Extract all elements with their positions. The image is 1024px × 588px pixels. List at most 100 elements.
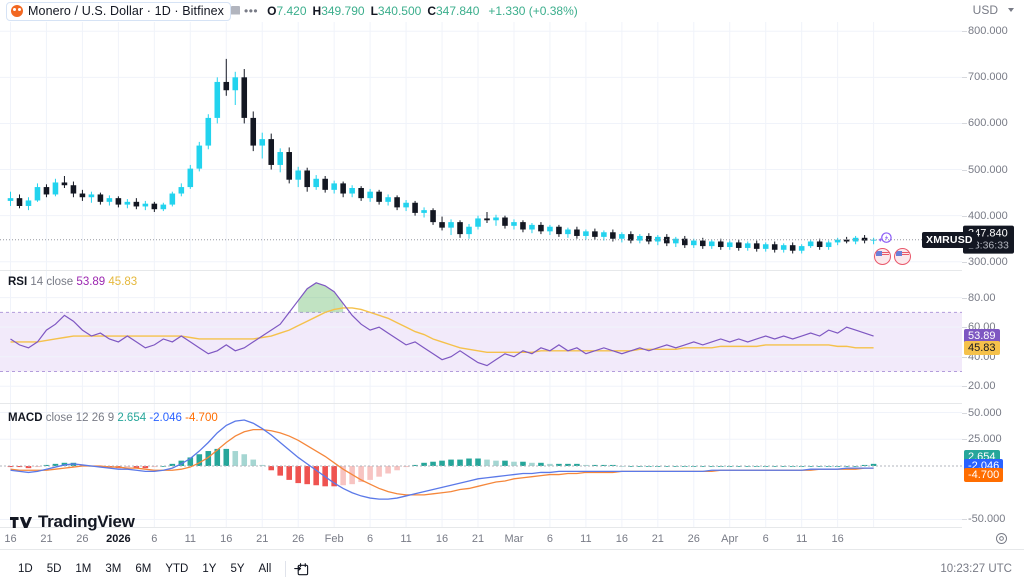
time-axis-label: 11 (400, 533, 412, 545)
open-value: 7.420 (276, 4, 307, 18)
time-axis-label: 21 (256, 533, 269, 545)
low-value: 340.500 (377, 4, 422, 18)
axis-tick (962, 123, 967, 125)
time-axis[interactable]: 16 11 6 Apr 26 21 16 11 6 Mar 21 16 11 6 Feb 26 21 16 11 6 2… (0, 528, 1024, 550)
rsi-axis-label: 20.00 (968, 380, 996, 393)
open-label: O (267, 4, 277, 18)
chart-header: Monero / U.S. Dollar · 1D · Bitfinex •••… (0, 0, 1024, 22)
time-axis-label: 11 (184, 533, 197, 545)
high-value: 349.790 (321, 4, 365, 18)
range-button-6m[interactable]: 6M (135, 563, 152, 575)
currency-label: USD (972, 3, 998, 17)
rsi-chart (0, 271, 962, 403)
range-button-1d[interactable]: 1D (18, 563, 33, 575)
tradingview-wordmark: TradingView (38, 512, 135, 531)
time-axis-label: 16 (831, 533, 844, 545)
time-axis-label: 21 (40, 533, 53, 545)
chevron-down-icon (1008, 8, 1014, 12)
time-axis-label: 2026 (106, 533, 131, 545)
current-price-badge[interactable]: 347.840 13:36:33 (963, 225, 1014, 255)
toolbar-divider (285, 561, 287, 577)
axis-tick (962, 169, 967, 171)
close-label: C (427, 4, 436, 18)
price-axis[interactable]: 800.000 700.000 600.000 500.000 400.000 … (962, 22, 1024, 271)
axis-tick (962, 386, 967, 388)
price-axis-label: 600.000 (968, 117, 1008, 130)
time-axis-label: Feb (324, 533, 344, 545)
rsi-value-badge[interactable]: 53.89 (964, 329, 1000, 344)
range-button-1m[interactable]: 1M (75, 563, 92, 575)
time-axis-label: 6 (367, 533, 374, 545)
macd-pane[interactable] (0, 404, 962, 528)
time-axis-label: Apr (721, 533, 739, 545)
time-axis-label: 26 (687, 533, 700, 545)
change-value: +1.330 (+0.38%) (488, 4, 578, 18)
time-axis-label: 16 (220, 533, 233, 545)
low-label: L (370, 4, 378, 18)
range-button-all[interactable]: All (258, 563, 272, 575)
range-button-3m[interactable]: 3M (105, 563, 122, 575)
utc-clock: 10:23:27 UTC (940, 563, 1012, 575)
time-axis-label: 21 (651, 533, 664, 545)
axis-tick (962, 356, 967, 358)
macd-axis-label: -50.000 (968, 513, 1006, 526)
macd-axis-label: 50.000 (968, 406, 1002, 419)
axis-tick (962, 412, 967, 414)
macd-axis-label: 25.000 (968, 433, 1002, 446)
time-axis-label: 11 (795, 533, 808, 545)
axis-tick (962, 261, 967, 263)
macd-chart (0, 404, 962, 527)
macd-axis[interactable]: 50.000 25.000 -50.000 2.654 -2.046 -4.700 (962, 404, 1024, 528)
range-button-ytd[interactable]: YTD (165, 563, 189, 575)
more-options-button[interactable]: ••• (244, 4, 259, 18)
time-axis-label: 6 (762, 533, 769, 545)
symbol-search-box[interactable]: Monero / U.S. Dollar · 1D · Bitfinex (6, 1, 232, 21)
rsi-axis-label: 80.00 (968, 291, 996, 304)
currency-selector[interactable]: USD (973, 3, 1014, 17)
tradingview-logo-icon (10, 516, 32, 528)
range-button-5y[interactable]: 5Y (230, 563, 245, 575)
flag-icon[interactable] (231, 6, 242, 17)
rsi-pane[interactable] (0, 271, 962, 404)
goto-date-icon[interactable] (294, 562, 309, 577)
bar-countdown: 13:36:33 (968, 239, 1009, 252)
time-axis-label: 26 (292, 533, 305, 545)
axis-tick (962, 327, 967, 329)
range-button-5d[interactable]: 5D (46, 563, 62, 575)
close-value: 347.840 (435, 4, 480, 18)
time-axis-label: 26 (76, 533, 89, 545)
axis-tick (962, 297, 967, 299)
time-axis-label: 16 (4, 533, 17, 545)
time-axis-label: 6 (151, 533, 158, 545)
axis-tick (962, 439, 967, 441)
us-flag-event-icon[interactable] (894, 248, 911, 265)
candlestick-chart (0, 22, 962, 270)
bottom-toolbar: 1D 5D 1M 3M 6M YTD 1Y 5Y All 10:23:27 UTC (0, 550, 1024, 588)
symbol-title: Monero / U.S. Dollar · 1D · Bitfinex (28, 4, 225, 18)
price-axis-label: 800.000 (968, 25, 1008, 38)
time-axis-label: 21 (471, 533, 485, 545)
ohlc-values: O 7.420 H 349.790 L 340.500 C 347.840 +1.330… (267, 4, 578, 18)
axis-tick (962, 77, 967, 79)
range-selector: 1D 5D 1M 3M 6M YTD 1Y 5Y All (12, 560, 277, 578)
rsi-axis[interactable]: 80.00 60.00 40.00 20.00 53.89 45.83 (962, 271, 1024, 404)
rsi-ma-value-badge[interactable]: 45.83 (964, 341, 1000, 356)
price-axis-label: 700.000 (968, 71, 1008, 84)
axis-tick (962, 31, 967, 33)
high-label: H (312, 4, 322, 18)
axis-tick (962, 519, 967, 521)
time-axis-label: Mar (504, 533, 524, 545)
current-price-value: 347.840 (968, 227, 1008, 240)
gear-icon[interactable] (995, 532, 1008, 545)
price-pane[interactable] (0, 22, 962, 271)
macd-hist-badge[interactable]: -4.700 (964, 467, 1004, 482)
price-axis-label: 400.000 (968, 209, 1008, 222)
price-axis-label: 300.000 (968, 255, 1008, 268)
time-axis-label: 6 (546, 533, 553, 545)
monero-icon (11, 5, 23, 17)
us-flag-event-icon[interactable] (874, 248, 891, 265)
ai-spark-icon[interactable] (878, 232, 893, 247)
range-button-1y[interactable]: 1Y (202, 563, 217, 575)
time-axis-label: 16 (615, 533, 628, 545)
